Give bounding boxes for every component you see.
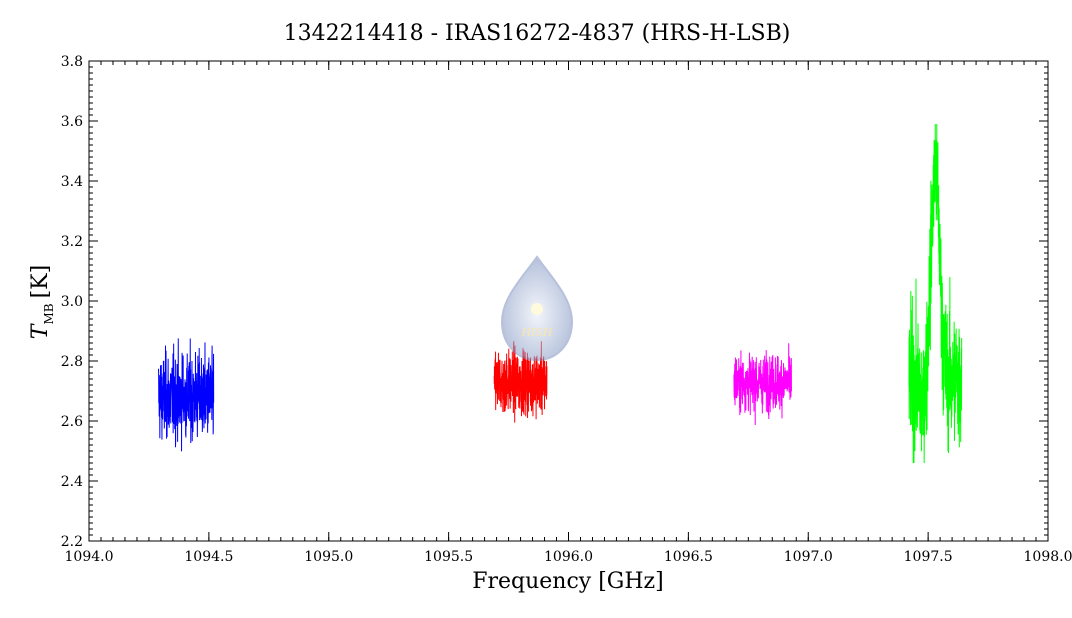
x-tick-label: 1095.0 (304, 549, 353, 565)
y-tick-labels: 2.2 2.4 2.6 2.8 3.0 3.2 3.4 3.6 3.8 (61, 54, 83, 550)
x-tick-labels: 1094.0 1094.5 1095.0 1095.5 1096.0 1096.5 1097… (65, 549, 1072, 565)
x-tick-label: 1098.0 (1024, 549, 1072, 565)
x-tick-label: 1094.5 (184, 549, 233, 565)
y-tick-label: 3.6 (61, 114, 83, 130)
plot-frame (88, 60, 1049, 542)
axis-ticks (88, 60, 1049, 542)
y-tick-label: 2.4 (61, 474, 83, 490)
spectrum-series-1 (158, 338, 215, 452)
x-tick-label: 1095.5 (424, 549, 473, 565)
svg-text:TMB[K]: TMB [K] (28, 265, 56, 339)
y-axis-symbol: T (28, 322, 53, 339)
y-tick-label: 3.2 (61, 234, 83, 250)
x-tick-label: 1096.0 (544, 549, 593, 565)
y-tick-label: 3.0 (61, 294, 83, 310)
spectrum-series-3 (733, 343, 792, 425)
x-tick-label: 1097.5 (904, 549, 953, 565)
y-tick-label: 3.8 (61, 54, 83, 70)
y-axis-unit: [K] (28, 265, 53, 299)
y-tick-label: 2.6 (61, 414, 83, 430)
spectrum-series-2 (493, 341, 548, 423)
x-axis-label: Frequency [GHz] (472, 569, 664, 594)
watermark-text: HISH (520, 326, 552, 339)
hifi-logo-watermark: HISH (500, 255, 574, 362)
chart-title: 1342214418 - IRAS16272-4837 (HRS-H-LSB) (284, 21, 791, 46)
y-axis-label: TMB [K] (28, 265, 56, 339)
x-tick-label: 1094.0 (65, 549, 114, 565)
x-tick-label: 1097.0 (784, 549, 833, 565)
series-layer (158, 123, 963, 464)
spectrum-series-4 (908, 123, 963, 464)
y-tick-label: 2.8 (61, 354, 83, 370)
y-tick-label: 2.2 (61, 534, 83, 550)
y-tick-label: 3.4 (61, 174, 83, 190)
x-tick-label: 1096.5 (664, 549, 713, 565)
y-axis-subscript: MB (42, 303, 56, 324)
